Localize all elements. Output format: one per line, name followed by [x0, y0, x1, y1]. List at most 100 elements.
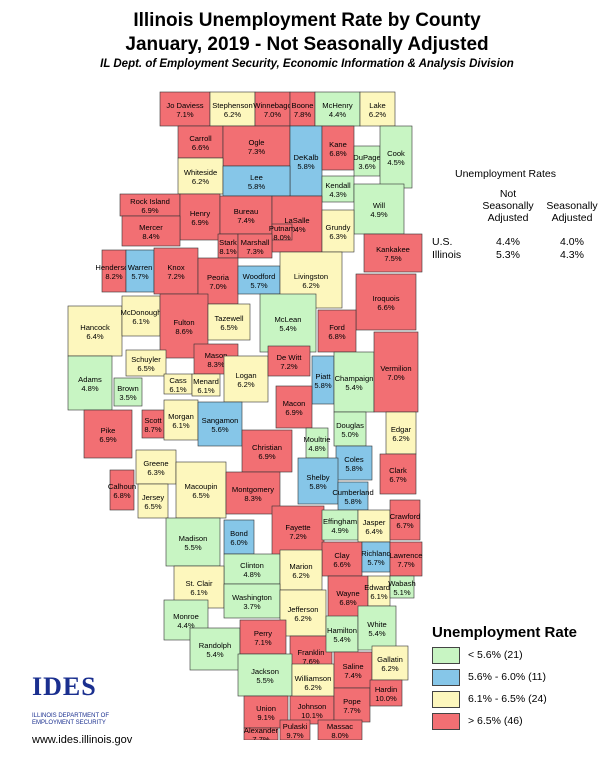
county-shape: [389, 499, 421, 541]
county-name-label: Kane: [329, 140, 347, 149]
county-shape: [197, 401, 243, 447]
county-rate-label: 6.3%: [329, 232, 347, 241]
rates-col-nsa: Not Seasonally Adjusted: [478, 188, 538, 224]
county-rate-label: 6.6%: [192, 143, 210, 152]
county-name-label: Williamson: [295, 674, 332, 683]
county-rate-label: 3.6%: [358, 162, 376, 171]
county-name-label: Piatt: [315, 372, 331, 381]
legend-swatch: [432, 690, 460, 708]
county-rate-label: 6.2%: [369, 110, 387, 119]
legend-item: > 6.5% (46): [432, 712, 523, 730]
ides-logo-sub: EMPLOYMENT SECURITY: [32, 720, 106, 726]
county-rate-label: 8.4%: [288, 225, 306, 234]
county-shape: [207, 303, 251, 341]
county-rate-label: 5.1%: [393, 588, 411, 597]
county-rate-label: 10.1%: [301, 711, 323, 720]
county-shape: [333, 687, 371, 723]
county-rate-label: 6.4%: [86, 332, 104, 341]
county-name-label: Menard: [193, 377, 219, 386]
county-rate-label: 7.1%: [176, 110, 194, 119]
county-rate-label: 5.8%: [344, 497, 362, 506]
county-name-label: Perry: [254, 629, 272, 638]
footer-url[interactable]: www.ides.illinois.gov: [32, 734, 133, 746]
county-rate-label: 8.0%: [331, 731, 349, 740]
county-name-label: Schuyler: [131, 355, 161, 364]
county-name-label: Washington: [232, 593, 272, 602]
county-name-label: White: [367, 620, 386, 629]
county-rate-label: 5.8%: [309, 482, 327, 491]
rates-table-title: Unemployment Rates: [455, 168, 556, 180]
county-rate-label: 5.8%: [248, 182, 266, 191]
county-rate-label: 5.4%: [368, 629, 386, 638]
county-name-label: Edwards: [364, 583, 394, 592]
county-shape: [153, 247, 199, 295]
county-rate-label: 8.1%: [219, 247, 237, 256]
county-name-label: Brown: [117, 384, 139, 393]
county-name-label: Richland: [361, 549, 391, 558]
illinois-county-map: Jo Daviess7.1%Stephenson6.2%Winnebago7.0…: [67, 91, 422, 740]
county-rate-label: 8.3%: [244, 494, 262, 503]
county-name-label: Stephenson: [212, 101, 253, 110]
legend-label: 5.6% - 6.0% (11): [468, 671, 547, 683]
county-rate-label: 8.4%: [142, 232, 160, 241]
county-rate-label: 6.0%: [230, 538, 248, 547]
county-name-label: Jasper: [363, 518, 386, 527]
county-rate-label: 4.9%: [370, 210, 388, 219]
county-rate-label: 6.8%: [329, 149, 347, 158]
county-shape: [389, 575, 415, 599]
county-name-label: Franklin: [297, 648, 324, 657]
county-name-label: Moultrie: [303, 435, 330, 444]
county-name-label: Wabash: [388, 579, 416, 588]
county-name-label: Madison: [179, 534, 208, 543]
county-shape: [321, 125, 355, 171]
county-rate-label: 9.1%: [257, 713, 275, 722]
rates-col-sa-line: Adjusted: [551, 212, 593, 224]
county-name-label: Calhoun: [108, 482, 136, 491]
county-rate-label: 6.1%: [172, 421, 190, 430]
county-shape: [333, 411, 367, 447]
county-rate-label: 6.1%: [190, 588, 208, 597]
county-rate-label: 6.1%: [132, 317, 150, 326]
county-rate-label: 4.5%: [387, 158, 405, 167]
rates-row-nsa: 4.4%: [496, 236, 520, 248]
county-rate-label: 6.9%: [285, 408, 303, 417]
county-rate-label: 6.4%: [365, 527, 383, 536]
county-shape: [241, 429, 293, 473]
rates-col-nsa-line: Seasonally: [482, 200, 534, 212]
county-rate-label: 6.8%: [113, 491, 131, 500]
county-name-label: Iroquois: [372, 294, 399, 303]
county-shape: [289, 695, 335, 725]
county-name-label: Fayette: [285, 523, 310, 532]
county-name-label: Bond: [230, 529, 248, 538]
legend-item: < 5.6% (21): [432, 646, 523, 664]
county-name-label: Tazewell: [214, 314, 243, 323]
county-name-label: Jefferson: [287, 605, 318, 614]
county-shape: [135, 449, 177, 485]
county-name-label: Clay: [334, 551, 349, 560]
county-rate-label: 6.2%: [237, 380, 255, 389]
county-shape: [357, 605, 397, 651]
